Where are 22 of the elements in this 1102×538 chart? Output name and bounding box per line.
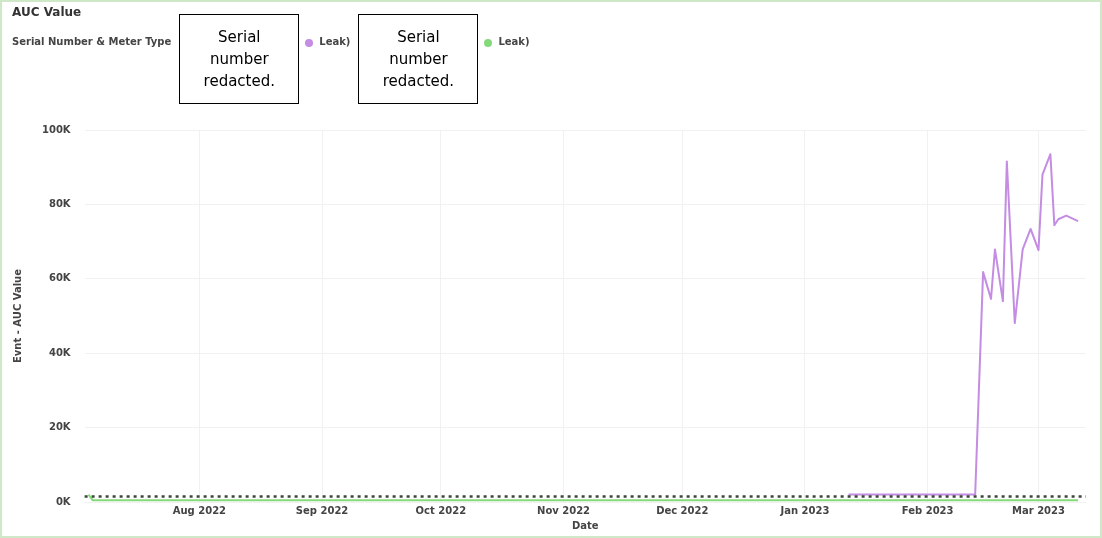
x-tick-label: Jan 2023 (779, 504, 830, 516)
legend-label: Leak) (319, 36, 351, 47)
y-tick-label: 0K (55, 495, 72, 507)
legend-title: Serial Number & Meter Type (12, 36, 172, 47)
chart-title: AUC Value (12, 5, 82, 19)
x-tick-label: Sep 2022 (295, 504, 349, 516)
x-tick-label: Oct 2022 (415, 504, 467, 516)
y-tick-label: 80K (48, 197, 72, 209)
x-tick-label: Dec 2022 (656, 504, 709, 516)
redaction-box: Serial number redacted. (358, 14, 479, 104)
x-tick-label: Mar 2023 (1012, 504, 1066, 516)
x-tick-label: Feb 2023 (901, 504, 954, 516)
y-tick-label: 60K (48, 272, 72, 284)
y-tick-label: 40K (48, 346, 72, 358)
y-tick-label: 20K (48, 421, 72, 433)
x-tick-label: Aug 2022 (172, 504, 227, 516)
y-axis-title: Evnt - AUC Value (11, 268, 23, 364)
legend-label: Leak) (498, 36, 530, 47)
redaction-box: Serial number redacted. (179, 14, 300, 104)
x-axis-title: Date (572, 519, 599, 531)
y-tick-label: 100K (42, 123, 72, 135)
x-tick-label: Nov 2022 (537, 504, 591, 516)
